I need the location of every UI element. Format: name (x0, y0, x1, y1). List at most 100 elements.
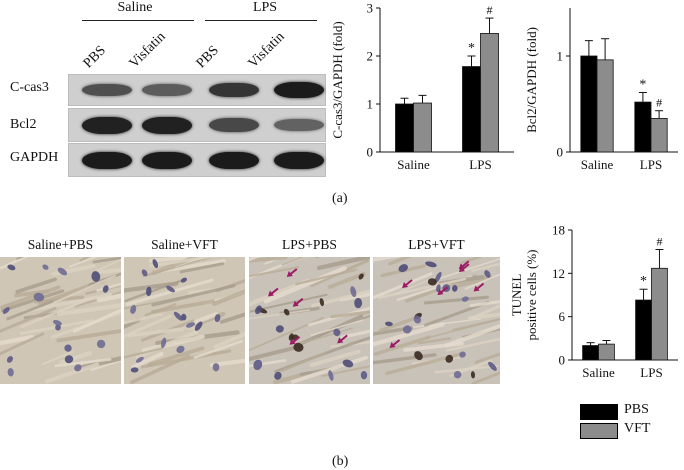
blot-lane-label: Visfatin (126, 29, 169, 72)
chart-c-cas3: 0 1 2 3 C-cas3/GAPDH (fold) Saline LPS * # (330, 1, 514, 172)
x-tick-label: LPS (640, 365, 662, 380)
tissue-fibre (373, 335, 431, 356)
bar-vft (598, 343, 615, 361)
tissue-fibre (124, 347, 164, 359)
tissue-fibre (0, 306, 57, 333)
tissue-fibre (249, 344, 302, 362)
tissue-fibre (340, 329, 370, 339)
significance-marker: * (640, 274, 647, 289)
tissue-fibre (467, 312, 500, 321)
bar-pbs (580, 55, 598, 153)
arrow-head (473, 285, 480, 292)
blot-band (209, 118, 259, 132)
tissue-fibre (417, 337, 452, 345)
bar-pbs (634, 101, 652, 153)
y-tick-label: 0 (559, 353, 566, 368)
nucleus (141, 269, 148, 277)
tissue-fibre (298, 327, 353, 345)
tissue-fibre (22, 293, 112, 314)
nucleus (33, 292, 45, 302)
micrograph-label: Saline+VFT (151, 237, 218, 252)
tissue-fibre (310, 319, 364, 337)
tissue-fibre (124, 281, 179, 293)
nucleus (354, 297, 363, 309)
tissue-fibre (378, 315, 419, 333)
tissue-fibre (44, 362, 100, 384)
tissue-fibre (79, 257, 91, 262)
tissue-fibre (249, 309, 310, 320)
blot-band (142, 84, 192, 96)
tissue-fibre (330, 310, 370, 319)
bar-vft (413, 102, 432, 153)
legend-label-vft: VFT (624, 421, 651, 436)
nucleus (384, 321, 393, 327)
tissue-fibre (0, 334, 35, 346)
blot-strip-c-cas3 (68, 74, 326, 106)
tissue-fibre (444, 323, 500, 348)
blot-band (274, 82, 324, 98)
x-tick-label: Saline (582, 365, 615, 380)
legend-swatch-vft (580, 423, 618, 439)
nucleus (434, 272, 442, 283)
blot-band (209, 152, 259, 169)
nucleus (2, 307, 10, 314)
micrograph-saline-pbs (0, 257, 121, 384)
blot-row-label-gapdh: GAPDH (10, 150, 59, 165)
tissue-fibre (96, 282, 121, 292)
nucleus (402, 325, 412, 334)
tissue-fibre (54, 358, 112, 368)
tunel-positive-nucleus (293, 342, 304, 352)
tissue-fibre (6, 300, 54, 321)
tunel-positive-nucleus (288, 333, 294, 341)
tissue-fibre (316, 257, 370, 271)
tissue-fibre (327, 271, 366, 289)
tissue-fibre (471, 371, 500, 384)
tissue-fibre (15, 277, 57, 294)
tissue-fibre (124, 318, 141, 330)
blot-row-label-bcl2: Bcl2 (10, 117, 37, 132)
tissue-fibre (436, 258, 500, 281)
bar-pbs (635, 299, 652, 361)
tissue-fibre (97, 268, 121, 274)
nucleus (53, 319, 62, 326)
blot-group-rule-saline (82, 20, 194, 21)
micrograph-lps-vft (373, 257, 500, 384)
nucleus (7, 368, 14, 377)
tissue-fibre (0, 257, 29, 270)
blot-lane-label: PBS (80, 43, 109, 72)
tunel-positive-nucleus (414, 351, 423, 361)
y-axis-label: C-cas3/GAPDH (fold) (330, 21, 345, 138)
nucleus (488, 361, 497, 371)
y-tick-label: 0 (557, 145, 564, 160)
tissue-fibre (340, 336, 370, 349)
nucleus (176, 345, 185, 354)
tissue-fibre (330, 340, 370, 348)
arrow-head (389, 341, 396, 348)
tissue-fibre (14, 289, 50, 298)
nucleus (453, 370, 462, 379)
tissue-fibre (92, 257, 121, 264)
tissue-fibre (0, 289, 65, 313)
tissue-fibre (20, 296, 95, 329)
nucleus (152, 259, 159, 269)
blot-lane-label: Visfatin (245, 29, 288, 72)
y-tick-label: 0 (367, 145, 374, 160)
nucleus (102, 285, 109, 293)
blot-row-label-c-cas3: C-cas3 (10, 80, 49, 95)
nucleus (146, 286, 152, 297)
blot-strip-gapdh (68, 143, 326, 177)
panel-label-a: (a) (332, 191, 348, 206)
tissue-fibre (127, 325, 202, 338)
tissue-fibre (193, 340, 243, 359)
blot-group-label-lps: LPS (252, 0, 278, 15)
nucleus (180, 277, 187, 283)
tissue-fibre (149, 257, 217, 268)
tissue-fibre (388, 257, 412, 266)
tissue-fibre (213, 332, 245, 349)
tissue-fibre (377, 277, 467, 299)
tunel-positive-nucleus (427, 278, 437, 286)
nucleus (328, 370, 334, 381)
tissue-fibre (464, 273, 500, 290)
y-axis-label: TUNELpositive cells (%) (510, 250, 539, 341)
nucleus (64, 344, 72, 352)
